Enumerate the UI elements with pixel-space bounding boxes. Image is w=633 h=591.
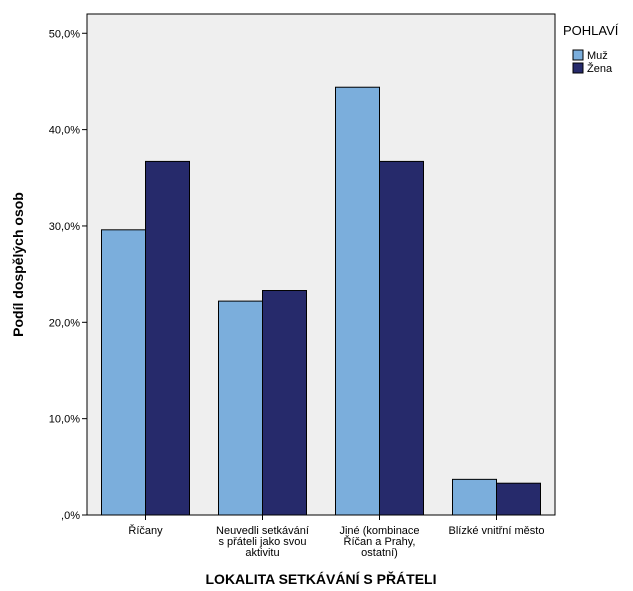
y-tick-label: 20,0% [49,317,80,329]
bar-zena-0 [145,160,190,516]
bar-muz-1 [218,300,263,516]
bar-zena-1 [262,290,307,516]
legend-label-zena: Žena [587,62,613,75]
y-tick-label: 40,0% [49,125,80,137]
bar-muz-0 [101,229,146,516]
x-tick-label: Neuvedli setkávání s přáteli jako svou akt… [216,525,309,559]
y-tick-label: 10,0% [49,414,80,426]
legend-label-muz: Muž [587,50,608,62]
x-axis-title: LOKALITA SETKÁVÁNÍ S PŘÁTELI [206,570,437,587]
y-axis-title: Podíl dospělých osob [10,192,26,337]
x-tick-label: Říčany [128,524,163,537]
y-tick-label: 50,0% [49,28,80,40]
bar-zena-3 [496,482,541,516]
bar-muz-2 [335,86,380,516]
legend-swatch-muz [572,49,584,61]
bar-zena-2 [379,160,424,516]
legend-swatch-zena [572,62,584,74]
legend-title: POHLAVÍ [563,23,619,38]
y-tick-label: ,0% [61,510,80,522]
axes: ,0% 10,0% 20,0% 30,0% 40,0% 50,0% Říčany Neuved… [49,28,545,559]
x-tick-label: Jiné (kombinace Říčan a Prahy, ostatní) [339,525,419,559]
x-tick-label: Blízké vnitřní město [449,525,545,537]
bar-muz-3 [452,478,497,516]
y-tick-label: 30,0% [49,221,80,233]
bars [101,86,541,516]
